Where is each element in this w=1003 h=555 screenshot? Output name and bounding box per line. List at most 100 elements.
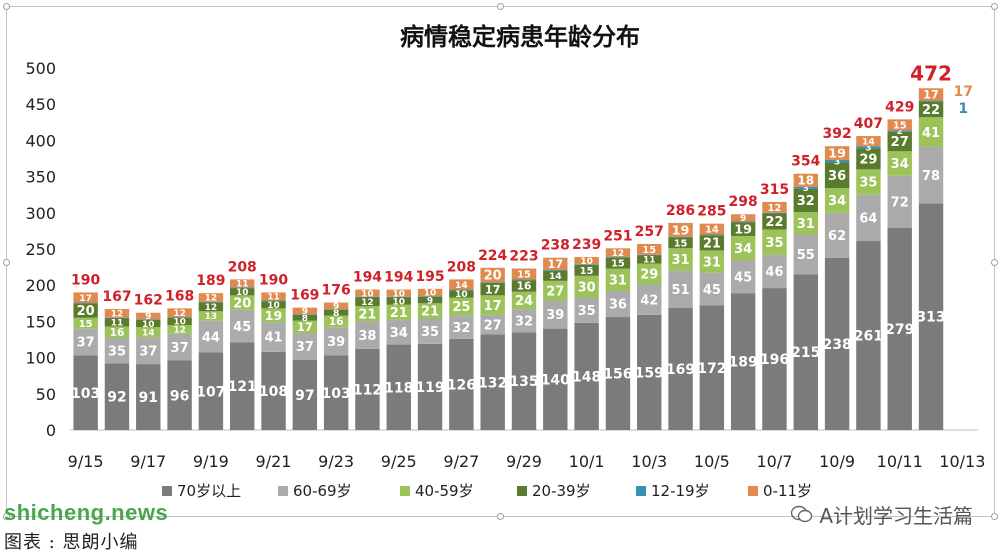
bar-segment — [543, 269, 568, 271]
resize-handle-top-left[interactable] — [3, 3, 10, 10]
watermark-account: A计划学习生活篇 — [791, 500, 973, 529]
x-tick-label: 10/5 — [694, 452, 730, 471]
resize-handle-bottom-left[interactable] — [3, 513, 10, 520]
segment-label: 12 — [173, 309, 186, 319]
bars-group: 1033715201719092351611121679137141091629… — [71, 61, 973, 430]
bar-segment — [323, 309, 349, 316]
segment-label: 24 — [515, 294, 533, 309]
resize-handle-right[interactable] — [991, 259, 998, 266]
y-tick-label: 300 — [25, 204, 56, 223]
segment-label: 132 — [478, 375, 507, 391]
segment-label: 22 — [765, 215, 783, 230]
segment-label: 27 — [546, 284, 564, 299]
segment-label: 15 — [674, 238, 688, 249]
segment-label: 18 — [797, 174, 814, 188]
bar-segment — [887, 151, 912, 176]
bar-segment — [417, 318, 443, 344]
bar-segment — [574, 297, 599, 323]
segment-label: 14 — [455, 281, 468, 291]
segment-label: 31 — [672, 253, 690, 268]
segment-label: 22 — [922, 103, 940, 118]
segment-label: 112 — [353, 382, 382, 398]
bar-segment — [386, 296, 411, 298]
segment-label: 8 — [302, 314, 308, 324]
bar-total-label: 224 — [478, 248, 507, 264]
watermark-account-text: A计划学习生活篇 — [819, 504, 973, 528]
segment-label: 8 — [333, 309, 339, 319]
bar-segment — [887, 175, 912, 229]
y-tick-label: 50 — [36, 385, 56, 404]
bar-segment — [605, 256, 631, 258]
segment-label: 31 — [797, 217, 815, 232]
bar-total-label: 208 — [228, 259, 257, 275]
bar-segment — [136, 327, 161, 338]
resize-handle-top-right[interactable] — [991, 3, 998, 10]
segment-label: 17 — [547, 258, 563, 271]
segment-label: 12 — [612, 249, 625, 259]
legend-label: 12-19岁 — [651, 482, 710, 500]
segment-label: 17 — [485, 283, 501, 296]
bar-segment — [856, 148, 881, 170]
bar-segment — [668, 307, 693, 430]
legend-label: 60-69岁 — [293, 482, 352, 500]
bar-segment — [229, 287, 255, 289]
segment-label: 78 — [922, 169, 940, 184]
bar-segment — [136, 312, 161, 320]
bar-total-label: 167 — [102, 289, 131, 305]
bar-segment — [699, 234, 725, 236]
bar-segment — [668, 270, 693, 308]
bar-segment — [511, 309, 537, 333]
segment-label: 215 — [791, 345, 820, 361]
bar-segment — [73, 317, 98, 329]
segment-label: 15 — [580, 266, 594, 277]
legend-swatch — [278, 486, 288, 496]
segment-label: 37 — [139, 344, 157, 359]
bar-segment — [167, 360, 192, 430]
bar-segment — [856, 136, 881, 147]
bar-segment — [605, 248, 631, 257]
bar-segment — [605, 257, 631, 269]
segment-label: 35 — [578, 304, 596, 319]
segment-label: 9 — [740, 214, 746, 224]
segment-label: 51 — [672, 283, 690, 298]
resize-handle-bottom-right[interactable] — [991, 513, 998, 520]
bar-segment — [292, 314, 318, 321]
segment-label: 25 — [452, 300, 470, 315]
bar-segment — [104, 309, 130, 318]
bar-segment — [198, 320, 224, 353]
segment-label: 10 — [392, 297, 405, 307]
bar-segment — [323, 302, 349, 310]
segment-label: 10 — [173, 318, 186, 328]
segment-label: 10 — [142, 320, 155, 330]
segment-label: 156 — [603, 367, 632, 383]
bar-segment — [480, 295, 505, 315]
bar-segment — [449, 290, 474, 298]
segment-label: 20 — [484, 269, 502, 284]
watermark-site: shicheng.news — [4, 500, 169, 525]
x-tick-label: 9/15 — [68, 452, 104, 471]
segment-label: 9 — [302, 307, 308, 317]
bar-segment — [480, 282, 505, 284]
bar-segment — [699, 223, 725, 235]
bar-total-label: 315 — [760, 182, 789, 198]
resize-handle-top[interactable] — [497, 3, 504, 10]
segment-label: 12 — [111, 310, 124, 320]
segment-label: 32 — [797, 194, 815, 209]
resize-handle-bottom[interactable] — [497, 513, 504, 520]
legend-swatch — [517, 486, 527, 496]
bar-segment — [918, 88, 944, 101]
resize-handle-left[interactable] — [3, 259, 10, 266]
bar-segment — [637, 254, 662, 256]
bar-segment — [104, 338, 130, 364]
bar-segment — [887, 119, 912, 131]
segment-label: 11 — [267, 293, 280, 303]
bar-segment — [574, 264, 599, 276]
bar-segment — [104, 326, 130, 339]
bar-segment — [887, 228, 912, 430]
bar-segment — [793, 234, 819, 275]
bar-segment — [762, 288, 787, 430]
segment-label: 14 — [549, 272, 562, 282]
segment-label: 15 — [517, 270, 531, 281]
y-tick-label: 250 — [25, 240, 56, 259]
side-annotation: 17 — [954, 84, 973, 100]
